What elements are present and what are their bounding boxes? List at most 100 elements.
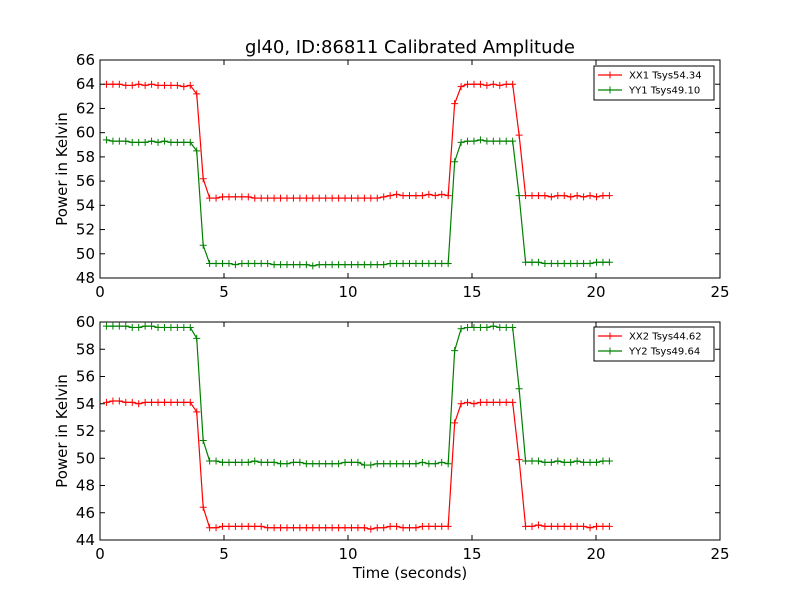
data-point	[509, 398, 517, 406]
data-point	[296, 194, 304, 202]
data-point	[373, 524, 381, 532]
data-point	[464, 80, 472, 88]
data-point	[373, 261, 381, 269]
x-tick-label: 10	[338, 283, 357, 301]
data-point	[547, 259, 555, 267]
data-point	[547, 458, 555, 466]
data-point	[322, 261, 330, 269]
data-point	[296, 458, 304, 466]
data-point	[502, 323, 510, 331]
x-tick-label: 15	[462, 283, 481, 301]
data-point	[289, 458, 297, 466]
data-point	[135, 80, 143, 88]
data-point	[283, 261, 291, 269]
y-tick-label: 54	[76, 395, 95, 413]
data-point	[289, 261, 297, 269]
data-point	[283, 524, 291, 532]
data-point	[335, 460, 343, 468]
data-point	[438, 259, 446, 267]
data-point	[541, 522, 549, 530]
data-point	[605, 192, 613, 200]
data-point	[354, 524, 362, 532]
data-point	[554, 192, 562, 200]
data-point	[457, 325, 465, 333]
data-point	[431, 259, 439, 267]
series-line-2-2	[106, 325, 610, 466]
data-point	[251, 457, 259, 465]
data-point	[173, 81, 181, 89]
data-point	[509, 137, 517, 145]
data-point	[386, 192, 394, 200]
data-point	[418, 259, 426, 267]
data-point	[418, 458, 426, 466]
legend: XX2 Tsys44.62 YY2 Tsys49.64	[593, 326, 715, 362]
bottom-panel: 0 5 10 15 20 25 44 46 48 50 52 54 56 58 60 Power in Kel…	[53, 313, 730, 563]
data-point	[167, 323, 175, 331]
data-point	[554, 259, 562, 267]
data-point	[154, 398, 162, 406]
data-point	[328, 524, 336, 532]
data-point	[360, 461, 368, 469]
data-point	[219, 522, 227, 530]
data-point	[322, 460, 330, 468]
data-point	[554, 457, 562, 465]
data-point	[173, 138, 181, 146]
data-point	[206, 259, 214, 267]
data-point	[534, 457, 542, 465]
data-point	[315, 524, 323, 532]
x-tick-label: 20	[586, 545, 605, 563]
data-point	[322, 194, 330, 202]
data-point	[141, 138, 149, 146]
data-point	[586, 259, 594, 267]
data-point	[515, 385, 523, 393]
data-point	[302, 194, 310, 202]
data-point	[373, 194, 381, 202]
data-point	[212, 259, 220, 267]
data-point	[347, 524, 355, 532]
chart-title: gl40, ID:86811 Calibrated Amplitude	[245, 37, 575, 58]
data-point	[476, 323, 484, 331]
data-point	[593, 193, 600, 201]
data-point	[580, 259, 588, 267]
data-point	[302, 261, 310, 269]
data-point	[128, 138, 136, 146]
data-point	[509, 80, 517, 88]
data-point	[354, 194, 362, 202]
data-point	[580, 193, 588, 201]
data-point	[560, 458, 568, 466]
data-point	[386, 522, 394, 530]
data-point	[199, 437, 207, 445]
data-point	[154, 323, 162, 331]
y-tick-label: 48	[76, 477, 95, 495]
data-point	[605, 258, 613, 266]
data-point	[115, 322, 123, 330]
data-point	[302, 524, 310, 532]
data-point	[444, 259, 452, 267]
data-point	[199, 503, 207, 511]
data-point	[464, 137, 472, 145]
legend-label: XX1 Tsys54.34	[629, 71, 702, 82]
x-tick-label: 25	[710, 283, 729, 301]
top-panel: 0 5 10 15 20 25 48 50 52 54 56 58 60 62 64 66 Power in K…	[53, 51, 730, 301]
data-point	[438, 458, 446, 466]
data-point	[586, 458, 594, 466]
data-point	[534, 521, 542, 529]
data-point	[528, 192, 536, 200]
data-point	[567, 522, 575, 530]
data-point	[418, 192, 426, 200]
data-point	[244, 259, 252, 267]
data-point	[244, 193, 252, 201]
data-point	[406, 192, 413, 200]
data-point	[199, 175, 207, 183]
data-point	[219, 458, 227, 466]
data-point	[328, 194, 336, 202]
data-point	[225, 193, 233, 201]
data-point	[502, 137, 510, 145]
data-point	[457, 138, 465, 146]
legend-marker	[606, 332, 614, 340]
data-point	[534, 192, 542, 200]
data-point	[489, 80, 497, 88]
data-point	[109, 80, 117, 88]
y-tick-label: 62	[76, 99, 95, 117]
data-point	[438, 190, 446, 198]
